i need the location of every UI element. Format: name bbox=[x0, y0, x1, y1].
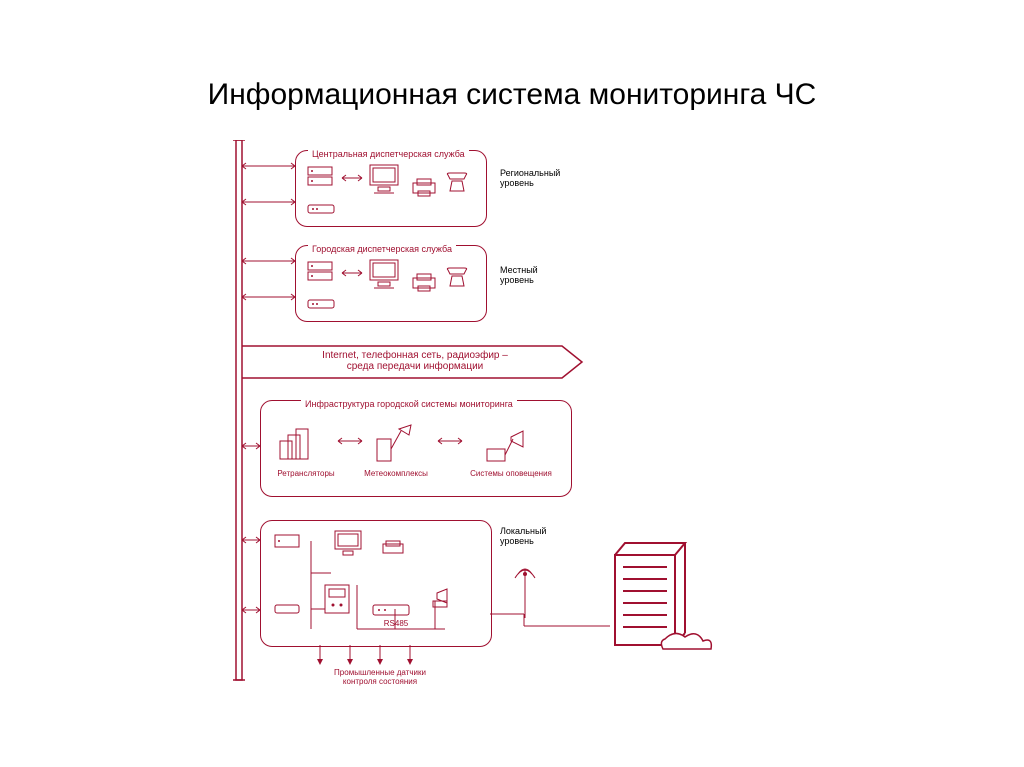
phone-icon bbox=[444, 266, 470, 288]
page-title: Информационная система мониторинга ЧС bbox=[0, 78, 1024, 112]
meteo-label: Метеокомплексы bbox=[356, 469, 436, 478]
connector-line bbox=[242, 291, 295, 303]
monitor-icon bbox=[366, 163, 402, 195]
meteo-icon bbox=[371, 421, 413, 463]
bidir-arrow-icon bbox=[340, 268, 364, 278]
server-icon bbox=[273, 533, 301, 549]
local-box: RS485 bbox=[260, 520, 492, 647]
sensors-label: Промышленные датчики контроля состояния bbox=[310, 668, 450, 686]
alert-label: Системы оповещения bbox=[461, 469, 561, 478]
retrans-label: Ретрансляторы bbox=[271, 469, 341, 478]
printer-icon bbox=[411, 272, 437, 292]
connector-line bbox=[242, 440, 260, 452]
infra-box: Инфраструктура городской системы монитор… bbox=[260, 400, 572, 497]
bidir-arrow-icon bbox=[340, 173, 364, 183]
central-dispatch-box: Центральная диспетчерская служба bbox=[295, 150, 487, 227]
connector-line bbox=[242, 196, 295, 208]
local-level-label: Локальный уровень bbox=[500, 526, 546, 546]
wiring-lines bbox=[305, 529, 475, 634]
connector-line bbox=[242, 255, 295, 267]
phone-icon bbox=[444, 171, 470, 193]
regional-level-label: Региональный уровень bbox=[500, 168, 560, 188]
cable-line bbox=[490, 610, 610, 630]
retranslator-icon bbox=[276, 421, 326, 461]
connector-line bbox=[242, 160, 295, 172]
connector-line bbox=[242, 604, 260, 616]
local-level-label: Местный уровень bbox=[500, 265, 538, 285]
monitor-icon bbox=[366, 258, 402, 290]
city-title: Городская диспетчерская служба bbox=[308, 244, 456, 254]
bidir-arrow-icon bbox=[436, 436, 464, 446]
diagram-canvas: Центральная диспетчерская служба Региона… bbox=[200, 140, 800, 700]
infra-title: Инфраструктура городской системы монитор… bbox=[301, 399, 517, 409]
building-icon bbox=[605, 535, 715, 655]
modem-icon bbox=[306, 298, 336, 310]
server-icon bbox=[306, 260, 336, 282]
transport-label: Internet, телефонная сеть, радиоэфир – с… bbox=[280, 350, 550, 372]
server-icon bbox=[306, 165, 336, 187]
connector-line bbox=[242, 534, 260, 546]
bidir-arrow-icon bbox=[336, 436, 364, 446]
printer-icon bbox=[411, 177, 437, 197]
speaker-icon bbox=[481, 421, 531, 463]
central-title: Центральная диспетчерская служба bbox=[308, 149, 469, 159]
city-dispatch-box: Городская диспетчерская служба bbox=[295, 245, 487, 322]
modem-icon bbox=[306, 203, 336, 215]
modem-icon bbox=[273, 603, 301, 615]
